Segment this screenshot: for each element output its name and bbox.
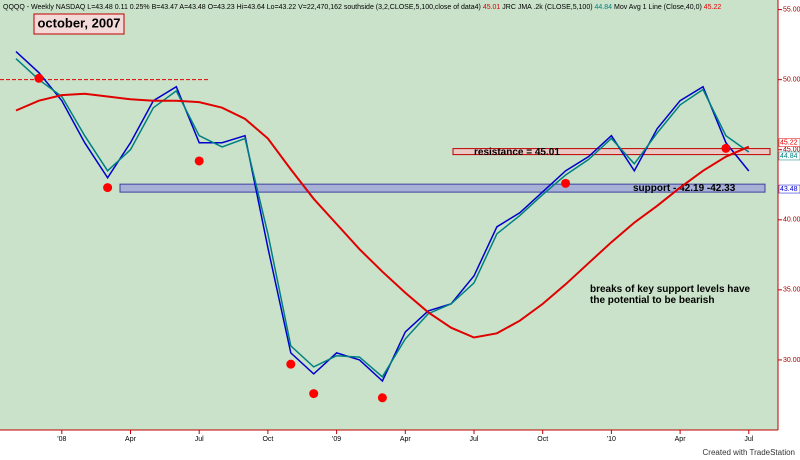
x-tick-label: Jul — [744, 436, 753, 443]
annotation-text: breaks of key support levels have — [590, 284, 751, 295]
series-line — [15, 51, 750, 383]
y-tick-label: 40.00 — [783, 217, 800, 224]
price-tag — [778, 138, 800, 147]
header-quote: L=43.48 0.11 0.25% B=43.47 A=43.48 O=43.… — [87, 4, 342, 11]
header-study: Mov Avg 1 Line (Close,40,0) — [614, 4, 702, 11]
price-tag — [778, 184, 800, 194]
resistance-label: resistance = 45.01 — [474, 147, 560, 158]
x-tick-label: Jul — [470, 436, 479, 443]
x-tick-label: '08 — [57, 436, 66, 443]
signal-marker — [194, 156, 204, 166]
credit: Created with TradeStation — [703, 448, 796, 457]
x-tick-label: Jul — [195, 436, 204, 443]
y-tick-label: 50.00 — [783, 77, 800, 84]
header-value: 44.84 — [595, 4, 613, 11]
annotation-text: the potential to be bearish — [590, 295, 714, 306]
header-value: 45.01 — [483, 4, 501, 11]
series-line — [15, 92, 750, 339]
support-band — [119, 183, 766, 193]
y-tick-label: 30.00 — [783, 357, 800, 364]
plot-area — [0, 0, 778, 430]
header: QQQQ - Weekly NASDAQ L=43.48 0.11 0.25% … — [3, 4, 721, 11]
signal-marker — [377, 393, 387, 403]
price-tag-label: 44.84 — [780, 153, 798, 160]
annotation: breaks of key support levels have the pot… — [590, 284, 751, 306]
header-study: JRC JMA .2k (CLOSE,5,100) — [502, 4, 592, 11]
price-tag-label: 43.48 — [780, 186, 798, 193]
signal-marker — [286, 359, 296, 369]
signal-marker — [309, 389, 319, 399]
x-tick-label: Apr — [125, 436, 137, 443]
signal-marker — [34, 73, 44, 83]
header-study: southside (3,2,CLOSE,5,100,close of data… — [344, 4, 481, 11]
header-value: 45.22 — [704, 4, 722, 11]
x-tick-label: Oct — [262, 436, 273, 443]
chart-title: october, 2007 — [37, 15, 120, 30]
signal-marker — [561, 178, 571, 188]
y-tick-label: 55.00 — [783, 6, 800, 13]
y-tick-label: 35.00 — [783, 287, 800, 294]
price-tag-label: 45.22 — [780, 139, 798, 146]
header-symbol: QQQQ - Weekly NASDAQ — [3, 4, 86, 11]
title-box — [33, 13, 125, 35]
x-tick-label: Apr — [675, 436, 687, 443]
y-tick-label: 45.00 — [783, 147, 800, 154]
support-label: support - 42.19 -42.33 — [633, 183, 736, 194]
x-tick-label: Apr — [400, 436, 412, 443]
x-tick-label: '09 — [332, 436, 341, 443]
series-line — [15, 58, 750, 378]
signal-marker — [103, 183, 113, 193]
signal-marker — [721, 143, 731, 153]
x-tick-label: '10 — [607, 436, 616, 443]
price-tag — [778, 151, 800, 161]
x-tick-label: Oct — [537, 436, 548, 443]
resistance-band — [452, 148, 771, 156]
